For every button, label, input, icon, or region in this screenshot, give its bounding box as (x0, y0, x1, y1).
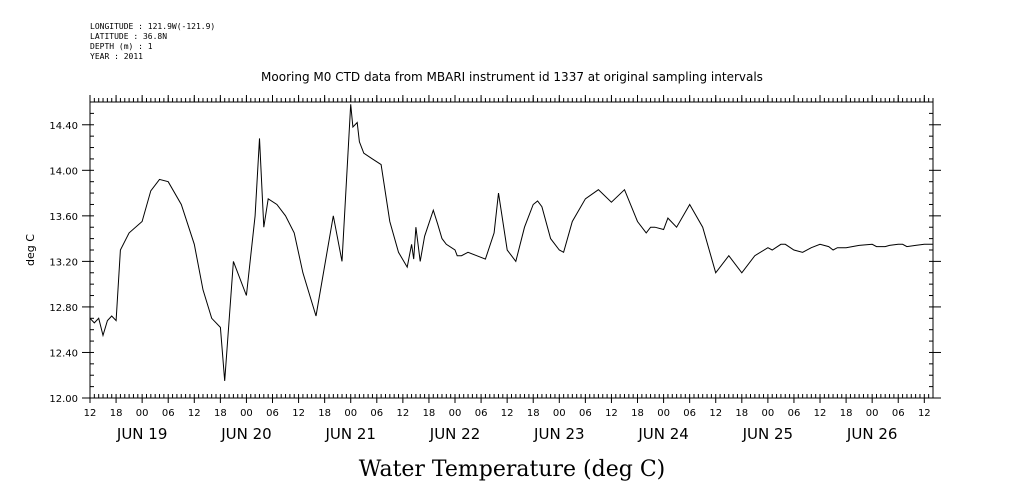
x-tick-label: 00 (136, 408, 149, 419)
x-tick-label: 00 (344, 408, 357, 419)
metadata-block: LONGITUDE : 121.9W(-121.9) LATITUDE : 36… (90, 22, 215, 62)
x-tick-label: 00 (762, 408, 775, 419)
x-tick-label: 12 (814, 408, 827, 419)
x-tick-label: 18 (423, 408, 436, 419)
latitude-label: LATITUDE : 36.8N (90, 32, 168, 41)
y-tick-label: 14.40 (49, 121, 78, 132)
x-tick-label: 00 (866, 408, 879, 419)
x-tick-label: 00 (553, 408, 566, 419)
x-axis-title: Water Temperature (deg C) (359, 457, 666, 482)
y-tick-label: 14.00 (49, 166, 78, 177)
y-tick-label: 12.00 (49, 394, 78, 405)
x-tick-label: 00 (240, 408, 253, 419)
x-tick-label: 12 (188, 408, 201, 419)
depth-label: DEPTH (m) : 1 (90, 42, 153, 51)
x-tick-label: 18 (840, 408, 853, 419)
x-tick-label: 12 (292, 408, 305, 419)
x-tick-label: 00 (449, 408, 462, 419)
x-tick-label: 18 (110, 408, 123, 419)
x-tick-label: 18 (318, 408, 331, 419)
x-tick-label: 00 (657, 408, 670, 419)
x-day-label: JUN 26 (846, 425, 897, 443)
x-tick-label: 06 (788, 408, 801, 419)
x-tick-label: 18 (631, 408, 644, 419)
x-tick-label: 12 (709, 408, 722, 419)
x-day-label: JUN 22 (429, 425, 480, 443)
x-tick-label: 12 (605, 408, 618, 419)
y-tick-label: 12.80 (49, 303, 78, 314)
x-tick-label: 06 (892, 408, 905, 419)
x-tick-label: 18 (527, 408, 540, 419)
x-day-label: JUN 20 (220, 425, 271, 443)
x-tick-label: 06 (579, 408, 592, 419)
chart-title: Mooring M0 CTD data from MBARI instrumen… (261, 70, 763, 84)
y-tick-label: 13.60 (49, 212, 78, 223)
x-tick-label: 12 (501, 408, 514, 419)
y-axis: 12.00 12.40 12.80 13.20 13.60 14.00 14.40 (49, 101, 941, 405)
x-tick-label: 12 (84, 408, 97, 419)
x-day-label: JUN 23 (533, 425, 584, 443)
x-tick-label: 18 (214, 408, 227, 419)
x-axis: 12 18 00 06 12 18 00 06 12 18 00 06 12 18 00 06 12 18 00 06… (84, 95, 934, 443)
x-tick-label: 06 (475, 408, 488, 419)
x-tick-label: 06 (370, 408, 383, 419)
x-day-label: JUN 24 (637, 425, 688, 443)
y-tick-label: 12.40 (49, 348, 78, 359)
x-tick-label: 12 (396, 408, 409, 419)
x-tick-label: 12 (918, 408, 931, 419)
x-tick-label: 18 (735, 408, 748, 419)
x-day-label: JUN 25 (742, 425, 793, 443)
x-day-label: JUN 21 (324, 425, 375, 443)
x-tick-label: 06 (162, 408, 175, 419)
y-tick-label: 13.20 (49, 257, 78, 268)
y-axis-label: deg C (24, 234, 37, 266)
x-tick-label: 06 (683, 408, 696, 419)
longitude-label: LONGITUDE : 121.9W(-121.9) (90, 22, 216, 31)
year-label: YEAR : 2011 (90, 52, 143, 61)
temperature-series-line (89, 104, 933, 381)
x-day-label: JUN 19 (116, 425, 167, 443)
x-tick-label: 06 (266, 408, 279, 419)
